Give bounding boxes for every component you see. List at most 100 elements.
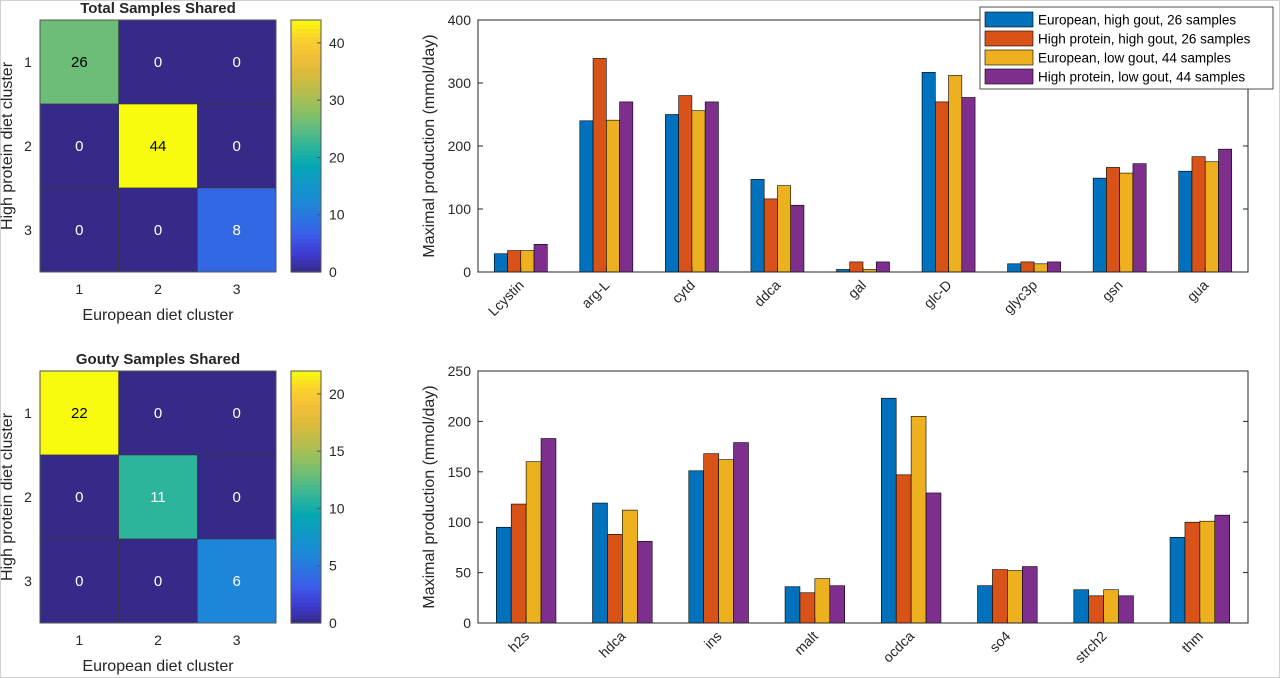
y-axis-label: Maximal production (mmol/day)	[421, 34, 438, 257]
colorbar-segment	[291, 28, 321, 34]
colorbar-segment	[291, 568, 321, 574]
bar	[925, 492, 942, 624]
colorbar-segment	[291, 251, 321, 256]
colorbar-segment	[291, 438, 321, 443]
colorbar-segment	[291, 371, 321, 376]
colorbar-segment	[291, 513, 321, 519]
bar	[1204, 161, 1219, 273]
y-tick-label: 150	[448, 464, 472, 480]
colorbar-segment	[291, 455, 321, 460]
bar	[607, 533, 623, 624]
heatmap-cell-label: 0	[232, 138, 240, 155]
colorbar-segment	[291, 459, 321, 464]
colorbar-segment	[291, 421, 321, 427]
colorbar-segment	[291, 36, 321, 42]
heatmap-cell-label: 0	[232, 54, 240, 71]
heatmap-cell-label: 0	[75, 138, 83, 155]
heatmap-cell	[197, 19, 277, 105]
bar	[777, 185, 792, 273]
colorbar-segment	[291, 209, 321, 214]
heatmap-y-tick: 2	[24, 138, 32, 154]
bar	[1184, 521, 1201, 624]
colorbar-segment	[291, 74, 321, 80]
colorbar-segment	[291, 551, 321, 557]
colorbar-segment	[291, 259, 321, 265]
colorbar-segment	[291, 133, 321, 139]
heatmap-cell-label: 0	[75, 489, 83, 506]
heatmap-x-tick: 3	[233, 632, 241, 648]
bar	[691, 110, 706, 273]
colorbar-segment	[291, 221, 321, 227]
heatmap-cell	[39, 19, 119, 105]
colorbar-segment	[291, 501, 321, 506]
colorbar-tick-label: 30	[329, 92, 345, 108]
bar	[1073, 589, 1090, 624]
colorbar-segment	[291, 450, 321, 456]
colorbar-segment	[291, 104, 321, 109]
heatmap-cell	[197, 103, 277, 189]
colorbar-segment	[291, 188, 321, 193]
colorbar-segment	[291, 167, 321, 172]
y-tick-label: 200	[448, 138, 472, 154]
heatmap-frame	[39, 370, 277, 624]
colorbar-segment	[291, 434, 321, 439]
bar	[510, 503, 527, 624]
colorbar-segment	[291, 375, 321, 380]
y-tick-label: 400	[448, 12, 472, 28]
colorbar-segment	[291, 383, 321, 389]
bar	[814, 578, 831, 624]
heatmap-cell-label: 26	[71, 54, 88, 71]
colorbar-segment	[291, 263, 321, 269]
bar	[1088, 595, 1104, 624]
bar	[718, 459, 734, 624]
colorbar-segment	[291, 204, 321, 210]
colorbar-segment	[291, 108, 321, 113]
bar	[1199, 520, 1216, 624]
plot-frame	[477, 370, 1249, 624]
colorbar-segment	[291, 425, 321, 431]
colorbar-segment	[291, 137, 321, 143]
colorbar-segment	[291, 62, 321, 67]
heatmap-x-tick: 1	[75, 632, 83, 648]
colorbar-segment	[291, 467, 321, 473]
colorbar-segment	[291, 488, 321, 494]
colorbar-segment	[291, 576, 321, 582]
bar	[799, 592, 816, 624]
colorbar-segment	[291, 555, 321, 561]
colorbar-segment	[291, 32, 321, 38]
heatmap-cell	[197, 187, 277, 273]
heatmap-y-label: High protein diet cluster	[0, 412, 16, 581]
heatmap-y-tick: 3	[24, 573, 32, 589]
colorbar-segment	[291, 116, 321, 122]
legend-swatch	[984, 30, 1034, 47]
heatmap-x-tick: 1	[75, 281, 83, 297]
bar	[1218, 148, 1233, 273]
bar	[622, 509, 638, 624]
bar	[733, 442, 749, 624]
bar	[1007, 570, 1023, 624]
colorbar-segment	[291, 24, 321, 29]
bar	[495, 526, 512, 624]
colorbar-segment	[291, 543, 321, 548]
legend-label: European, high gout, 26 samples	[1038, 13, 1236, 28]
colorbar-segment	[291, 492, 321, 498]
colorbar-segment	[291, 379, 321, 385]
legend: European, high gout, 26 samples High prot…	[979, 6, 1274, 90]
heatmap-x-label: European diet cluster	[82, 307, 234, 324]
heatmap-y-tick: 1	[24, 54, 32, 70]
legend-label: High protein, low gout, 44 samples	[1038, 70, 1245, 85]
colorbar-segment	[291, 585, 321, 590]
colorbar-segment	[291, 66, 321, 71]
legend-swatch	[984, 49, 1034, 66]
colorbar-tick-label: 0	[329, 615, 337, 631]
colorbar-tick-label: 40	[329, 35, 345, 51]
bar	[1169, 537, 1186, 624]
bar	[977, 585, 993, 624]
colorbar-segment	[291, 417, 321, 422]
colorbar-segment	[291, 125, 321, 130]
colorbar-segment	[291, 522, 321, 527]
y-tick-label: 200	[448, 413, 472, 429]
y-tick-label: 0	[463, 264, 471, 280]
heatmap-x-tick: 2	[154, 632, 162, 648]
colorbar-segment	[291, 141, 321, 147]
